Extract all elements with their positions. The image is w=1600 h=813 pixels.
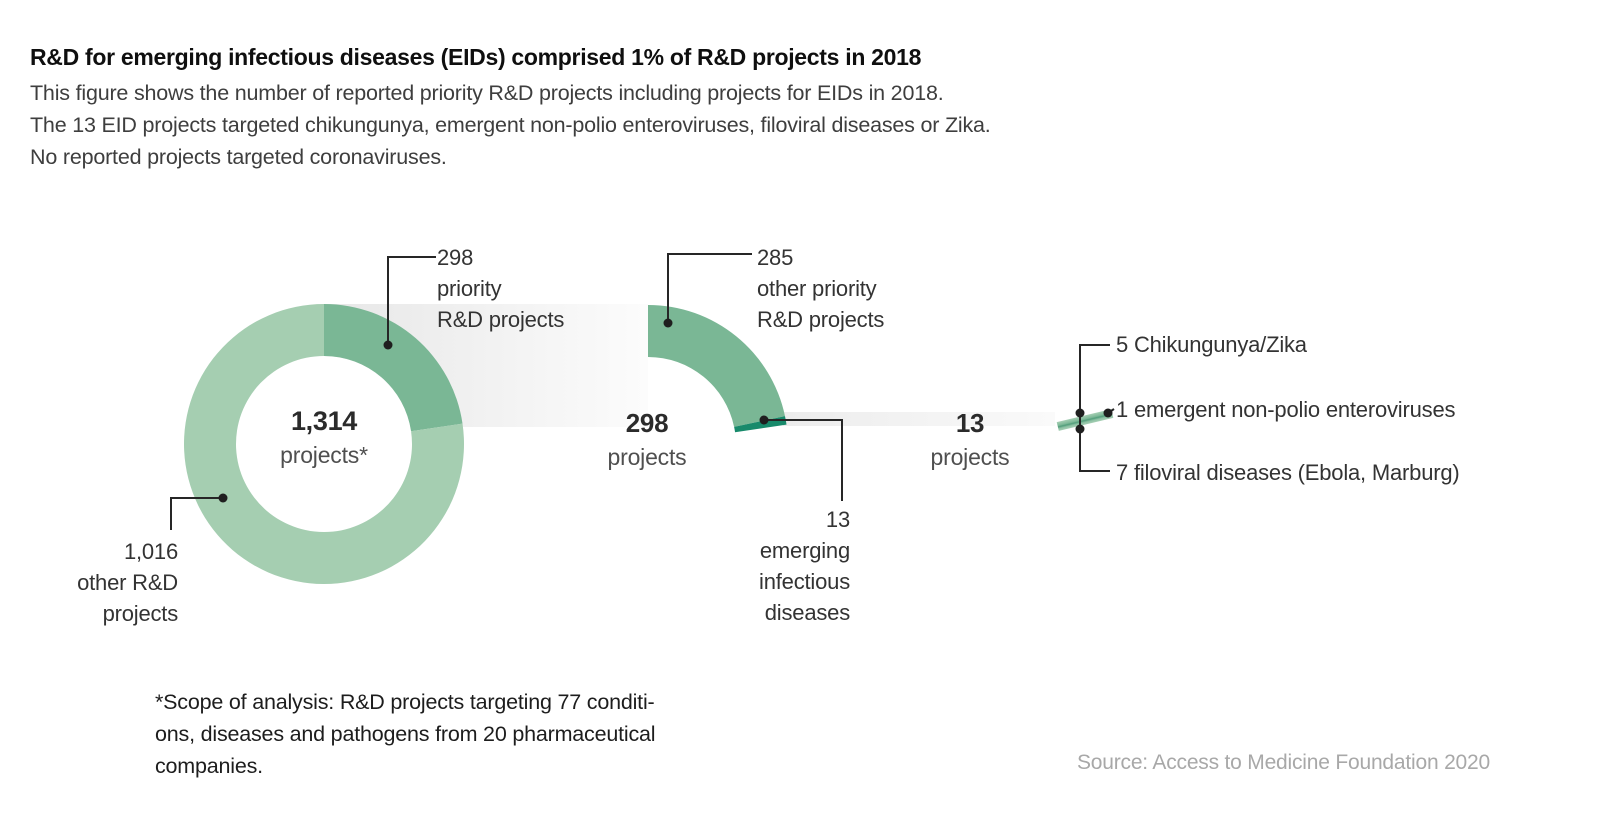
callout-priority: 298 priority R&D projects xyxy=(437,242,564,335)
source-credit: Source: Access to Medicine Foundation 20… xyxy=(1076,751,1490,774)
footnote-line-2: ons, diseases and pathogens from 20 phar… xyxy=(155,722,656,746)
footnote-line-1: *Scope of analysis: R&D projects targeti… xyxy=(155,690,655,714)
arc-total-unit: projects xyxy=(607,444,687,470)
figure-subtitle: This figure shows the number of reported… xyxy=(30,77,1130,173)
subtitle-line-2: The 13 EID projects targeted chikungunya… xyxy=(30,113,991,137)
arc-total-value: 298 xyxy=(625,408,669,438)
breakdown-bracket xyxy=(1079,344,1110,472)
leader-lines xyxy=(170,253,1115,530)
donut-center-value: 1,314 xyxy=(290,406,358,436)
eid-total-unit: projects xyxy=(930,444,1010,470)
callout-eid-line-4: diseases xyxy=(764,600,850,625)
dot-eid xyxy=(759,415,769,425)
slice-other-priority-r-d-projects xyxy=(648,305,785,427)
leader-eid-line xyxy=(764,419,843,501)
callout-eid-line-2: emerging xyxy=(759,538,850,563)
leader-dots xyxy=(218,318,1113,503)
breakdown-label-chikungunya-zika: 5 Chikungunya/Zika xyxy=(1116,332,1307,357)
callout-other-rd-line-3: projects xyxy=(102,601,179,626)
leader-priority-line xyxy=(387,256,436,345)
callout-priority-line-1: 298 xyxy=(437,245,474,270)
eid-total-value: 13 xyxy=(955,408,985,438)
callout-other-rd-line-2: other R&D xyxy=(77,570,178,595)
footnote: *Scope of analysis: R&D projects targeti… xyxy=(155,686,795,782)
dot-other-rd xyxy=(218,493,228,503)
callout-other-rd: 1,016 other R&D projects xyxy=(18,536,178,629)
figure-title: R&D for emerging infectious diseases (EI… xyxy=(30,44,922,70)
donut-center-unit: projects* xyxy=(280,442,368,468)
dot-other-priority xyxy=(663,318,673,328)
slice-priority-r-d-projects xyxy=(324,304,463,432)
callout-eid-line-1: 13 xyxy=(825,507,850,532)
flow-band-2 xyxy=(783,412,1055,426)
leader-other-priority-line xyxy=(667,253,752,323)
leader-other-rd-line xyxy=(170,497,223,530)
subtitle-line-1: This figure shows the number of reported… xyxy=(30,81,944,105)
callout-other-priority-line-3: R&D projects xyxy=(757,307,885,332)
callout-other-priority-line-1: 285 xyxy=(757,245,794,270)
callout-eid: 13 emerging infectious diseases xyxy=(690,504,850,628)
callout-priority-line-3: R&D projects xyxy=(437,307,565,332)
dot-priority xyxy=(383,340,393,350)
subtitle-line-3: No reported projects targeted coronaviru… xyxy=(30,145,447,169)
callout-other-priority-line-2: other priority xyxy=(757,276,877,301)
breakdown-label-filoviral: 7 filoviral diseases (Ebola, Marburg) xyxy=(1116,460,1460,485)
donut-all-projects xyxy=(183,304,465,585)
footnote-line-3: companies. xyxy=(155,754,263,778)
dot-breakdown-top xyxy=(1075,408,1085,418)
breakdown-label-enteroviruses: 1 emergent non-polio enteroviruses xyxy=(1116,397,1456,422)
callout-eid-line-3: infectious xyxy=(759,569,850,594)
donut-hole xyxy=(236,356,412,532)
dot-breakdown-bottom xyxy=(1075,424,1085,434)
slice-other-r-d-projects xyxy=(183,304,465,585)
dot-enteroviruses xyxy=(1103,408,1113,418)
eid-segment-bar xyxy=(1056,409,1114,431)
callout-other-rd-line-1: 1,016 xyxy=(123,539,178,564)
callout-priority-line-2: priority xyxy=(437,276,502,301)
callout-other-priority: 285 other priority R&D projects xyxy=(757,242,884,335)
